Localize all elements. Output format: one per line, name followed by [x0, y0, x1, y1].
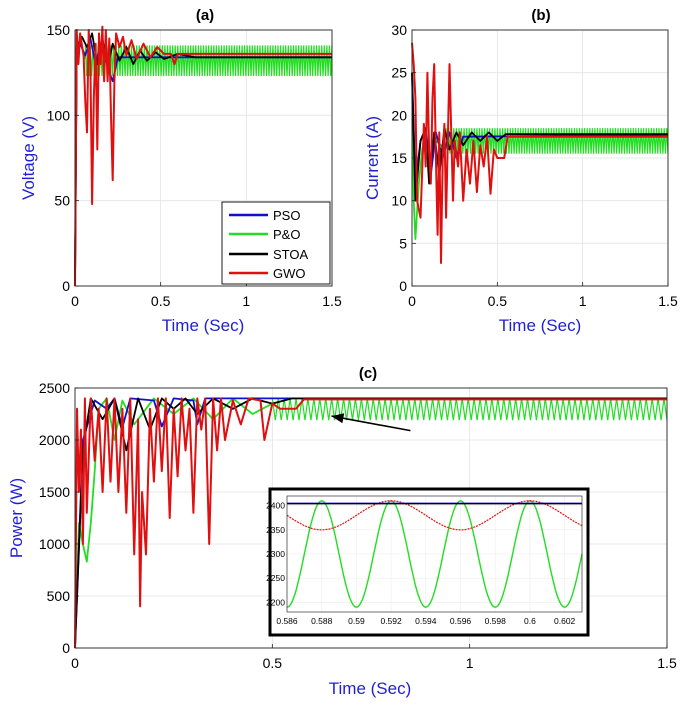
inset-y-tick-label: 2300 [266, 549, 285, 559]
panel-c-series [74, 397, 668, 649]
y-tick-label: 0 [399, 278, 407, 294]
legend-label-stoa: STOA [273, 247, 308, 262]
inset-y-tick-label: 2250 [266, 573, 285, 583]
y-tick-label: 500 [47, 588, 71, 604]
panel-a-xlabel: Time (Sec) [162, 316, 245, 335]
x-tick-label: 1.5 [658, 293, 678, 309]
y-tick-label: 1000 [39, 536, 70, 552]
legend-label-po: P&O [273, 227, 300, 242]
zoom-arrow [331, 413, 411, 432]
y-tick-label: 25 [391, 65, 407, 81]
panel-a-series [74, 25, 333, 287]
y-tick-label: 150 [47, 22, 71, 38]
x-tick-label: 1 [579, 293, 587, 309]
panel-c-frame [74, 387, 668, 649]
x-tick-label: 0 [408, 293, 416, 309]
series-line-gwo [411, 42, 668, 264]
series-line-stoa [74, 32, 332, 287]
panel-b-series [411, 42, 669, 264]
panel-c-title: (c) [359, 365, 377, 382]
series-line-gwo [74, 25, 332, 287]
x-tick-label: 0 [71, 293, 79, 309]
inset-x-tick-label: 0.588 [311, 616, 333, 626]
inset-x-tick-label: 0.594 [415, 616, 437, 626]
panel-a-title: (a) [196, 7, 214, 24]
panel-b-ticks: 0 0.5 1 1.5 0 5 10 15 20 25 30 [391, 22, 678, 309]
x-tick-label: 0.5 [151, 293, 171, 309]
panel-a-ylabel: Voltage (V) [19, 116, 38, 200]
inset-axes-frame [286, 495, 583, 613]
legend: PSO P&O STOA GWO [221, 201, 331, 285]
y-tick-label: 0 [62, 640, 70, 656]
inset-x-tick-label: 0.602 [554, 616, 576, 626]
panel-c-ticks: 0 0.5 1 1.5 0 500 1000 1500 2000 2500 [39, 380, 677, 671]
series-line-gwo [74, 397, 667, 649]
inset-series [286, 500, 583, 608]
arrow-shaft [331, 415, 411, 432]
inset-x-tick-label: 0.592 [380, 616, 402, 626]
inset-series-line-gwo [286, 500, 583, 531]
y-tick-label: 2500 [39, 380, 70, 396]
inset-x-tick-label: 0.59 [348, 616, 365, 626]
series-band-po [271, 398, 668, 421]
panel-a-frame [74, 29, 333, 287]
inset-y-tick-label: 2200 [266, 597, 285, 607]
y-tick-label: 1500 [39, 484, 70, 500]
y-tick-label: 20 [391, 107, 407, 123]
x-tick-label: 1.5 [657, 655, 677, 671]
legend-label-gwo: GWO [273, 266, 306, 281]
y-tick-label: 5 [399, 235, 407, 251]
inset-x-tick-label: 0.598 [485, 616, 507, 626]
y-tick-label: 15 [391, 150, 407, 166]
x-tick-label: 0.5 [488, 293, 508, 309]
inset-ticks: 0.586 0.588 0.59 0.592 0.594 0.596 0.598 0.6 0.6… [266, 501, 575, 626]
panel-c-power-chart: (c) 0 0.5 1 1.5 0 500 1000 1500 2000 2500 Time (S… [7, 365, 677, 698]
panel-c-xlabel: Time (Sec) [329, 679, 412, 698]
arrow-head [331, 413, 345, 424]
panel-a-voltage-chart: (a) 0 0.5 1 1.5 0 50 100 150 Time (Sec) Voltage… [19, 7, 342, 335]
y-tick-label: 10 [391, 193, 407, 209]
series-line-po [74, 397, 273, 649]
panel-c-ylabel: Power (W) [7, 478, 26, 558]
y-tick-label: 30 [391, 22, 407, 38]
inset-y-tick-label: 2350 [266, 525, 285, 535]
inset-x-tick-label: 0.6 [524, 616, 536, 626]
panel-b-ylabel: Current (A) [363, 116, 382, 200]
x-tick-label: 0.5 [263, 655, 283, 671]
y-tick-label: 50 [54, 193, 70, 209]
y-tick-label: 2000 [39, 432, 70, 448]
inset-y-tick-label: 2400 [266, 501, 285, 511]
inset-grid [286, 496, 582, 612]
panel-b-xlabel: Time (Sec) [499, 316, 582, 335]
panel-b-current-chart: (b) 0 0.5 1 1.5 0 5 10 15 20 25 30 Time (Sec) Curr… [363, 7, 678, 335]
inset-x-tick-label: 0.586 [276, 616, 298, 626]
x-tick-label: 1 [242, 293, 250, 309]
series-band-po [84, 45, 333, 77]
panel-a-ticks: 0 0.5 1 1.5 0 50 100 150 [47, 22, 342, 309]
legend-label-pso: PSO [273, 208, 300, 223]
y-tick-label: 100 [47, 107, 71, 123]
x-tick-label: 1.5 [322, 293, 342, 309]
y-tick-label: 0 [62, 278, 70, 294]
panel-b-title: (b) [531, 7, 550, 24]
x-tick-label: 1 [466, 655, 474, 671]
inset-x-tick-label: 0.596 [450, 616, 472, 626]
series-band-po [445, 128, 669, 154]
inset-zoom-chart: 0.586 0.588 0.59 0.592 0.594 0.596 0.598 0.6 0.6… [266, 487, 590, 637]
x-tick-label: 0 [71, 655, 79, 671]
